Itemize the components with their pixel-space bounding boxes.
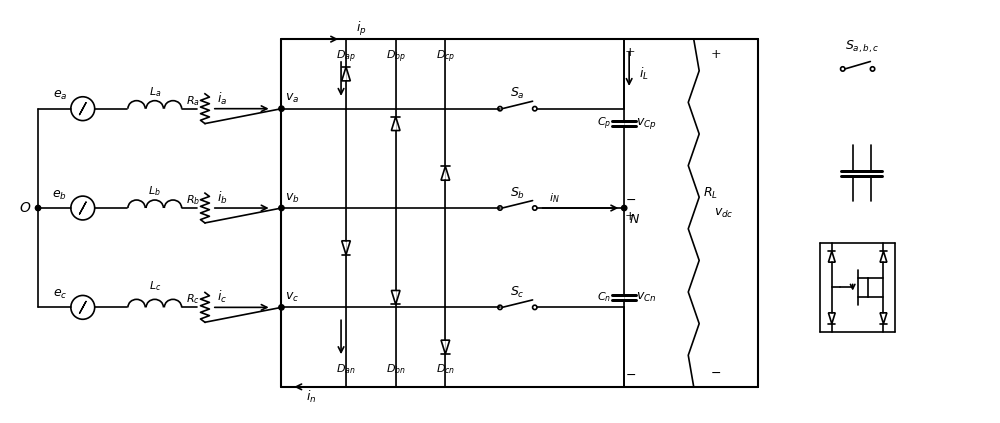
Text: $D_{ap}$: $D_{ap}$ — [336, 49, 356, 65]
Text: $R_a$: $R_a$ — [186, 94, 200, 107]
Text: $e_c$: $e_c$ — [53, 288, 67, 301]
Text: +: + — [625, 46, 635, 58]
Text: $v_a$: $v_a$ — [285, 92, 299, 105]
Text: $R_b$: $R_b$ — [186, 193, 200, 207]
Text: $S_b$: $S_b$ — [510, 186, 525, 201]
Text: $R_L$: $R_L$ — [703, 186, 718, 201]
Text: $-$: $-$ — [710, 365, 721, 379]
Text: $i_N$: $i_N$ — [549, 191, 560, 205]
Text: $i_a$: $i_a$ — [217, 91, 227, 107]
Text: $D_{cp}$: $D_{cp}$ — [436, 49, 455, 65]
Text: $v_c$: $v_c$ — [285, 291, 299, 304]
Text: $L_c$: $L_c$ — [149, 280, 161, 294]
Text: $N$: $N$ — [629, 214, 640, 226]
Text: $S_c$: $S_c$ — [510, 285, 525, 300]
Text: $O$: $O$ — [19, 201, 31, 215]
Text: +: + — [710, 47, 721, 60]
Text: $S_{a,b,c}$: $S_{a,b,c}$ — [845, 39, 880, 55]
Text: $L_a$: $L_a$ — [149, 85, 161, 99]
Text: $-$: $-$ — [625, 192, 636, 206]
Text: $-$: $-$ — [625, 368, 636, 380]
Circle shape — [279, 305, 284, 310]
Text: $D_{cn}$: $D_{cn}$ — [436, 362, 455, 376]
Text: $i_p$: $i_p$ — [356, 20, 366, 38]
Text: $v_{Cp}$: $v_{Cp}$ — [636, 116, 656, 131]
Text: $L_b$: $L_b$ — [148, 184, 161, 198]
Text: $v_b$: $v_b$ — [285, 192, 300, 205]
Text: $i_n$: $i_n$ — [306, 389, 316, 405]
Text: $D_{bp}$: $D_{bp}$ — [386, 49, 406, 65]
Text: $D_{bn}$: $D_{bn}$ — [386, 362, 406, 376]
Text: $e_a$: $e_a$ — [53, 89, 67, 102]
Text: $i_L$: $i_L$ — [639, 66, 649, 82]
Circle shape — [279, 106, 284, 111]
Circle shape — [279, 205, 284, 211]
Text: $S_a$: $S_a$ — [510, 86, 525, 102]
Text: $R_c$: $R_c$ — [186, 293, 200, 306]
Text: $e_b$: $e_b$ — [52, 189, 67, 202]
Text: $C_n$: $C_n$ — [597, 291, 611, 304]
Text: $C_p$: $C_p$ — [597, 115, 611, 132]
Text: $v_{dc}$: $v_{dc}$ — [714, 206, 733, 220]
Text: $i_b$: $i_b$ — [217, 190, 227, 206]
Text: $i_c$: $i_c$ — [217, 289, 227, 305]
Text: +: + — [625, 211, 635, 223]
Text: $D_{an}$: $D_{an}$ — [336, 362, 356, 376]
Circle shape — [35, 205, 41, 211]
Circle shape — [621, 205, 627, 211]
Text: $v_{Cn}$: $v_{Cn}$ — [636, 291, 656, 304]
